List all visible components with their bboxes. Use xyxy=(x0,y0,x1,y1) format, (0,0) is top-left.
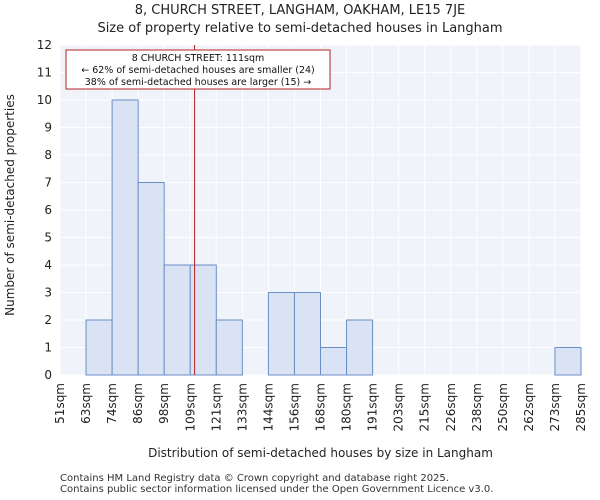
x-tick-label: 121sqm xyxy=(209,383,223,431)
x-axis-label: Distribution of semi-detached houses by … xyxy=(148,446,493,460)
x-tick-label: 262sqm xyxy=(522,383,536,431)
x-tick-label: 63sqm xyxy=(79,383,93,424)
y-tick-label: 0 xyxy=(44,368,52,382)
x-tick-label: 98sqm xyxy=(157,383,171,424)
x-tick-label: 238sqm xyxy=(470,383,484,431)
x-tick-label: 51sqm xyxy=(53,383,67,424)
x-tick-label: 250sqm xyxy=(496,383,510,431)
histogram-bar xyxy=(85,319,113,376)
y-tick-label: 5 xyxy=(44,231,52,245)
chart-title: 8, CHURCH STREET, LANGHAM, OAKHAM, LE15 … xyxy=(134,3,466,18)
x-tick-label: 203sqm xyxy=(392,383,406,431)
y-tick-label: 7 xyxy=(44,176,52,190)
y-tick-label: 4 xyxy=(44,258,52,272)
x-tick-label: 285sqm xyxy=(574,383,588,431)
annotation-line-1: 8 CHURCH STREET: 111sqm xyxy=(132,53,265,64)
y-tick-label: 11 xyxy=(37,66,52,80)
histogram-bar xyxy=(215,319,243,376)
x-tick-label: 133sqm xyxy=(235,383,249,431)
y-tick-label: 10 xyxy=(37,93,52,107)
annotation-box xyxy=(65,49,331,90)
x-tick-label: 226sqm xyxy=(444,383,458,431)
x-tick-label: 215sqm xyxy=(418,383,432,431)
x-tick-label: 191sqm xyxy=(366,383,380,431)
y-tick-label: 8 xyxy=(44,148,52,162)
x-tick-label: 74sqm xyxy=(105,383,119,424)
annotation-line-2: ← 62% of semi-detached houses are smalle… xyxy=(81,65,315,76)
x-tick-label: 156sqm xyxy=(287,383,301,431)
y-tick-label: 3 xyxy=(44,286,52,300)
y-tick-label: 12 xyxy=(37,38,52,52)
histogram-bar xyxy=(163,264,191,376)
histogram-bar xyxy=(111,99,139,376)
x-tick-label: 109sqm xyxy=(183,383,197,431)
histogram-bar xyxy=(293,292,322,376)
histogram-bar xyxy=(346,319,374,376)
footer-copyright: Contains HM Land Registry data © Crown c… xyxy=(60,473,449,484)
y-tick-label: 2 xyxy=(44,313,52,327)
histogram-bar xyxy=(320,347,348,376)
y-tick-label: 1 xyxy=(44,341,52,355)
histogram-bar xyxy=(137,182,165,376)
y-axis-label: Number of semi-detached properties xyxy=(3,94,17,316)
histogram-bar xyxy=(554,347,582,376)
histogram-bar xyxy=(267,292,295,376)
annotation-line-3: 38% of semi-detached houses are larger (… xyxy=(85,77,312,88)
footer-licence: Contains public sector information licen… xyxy=(60,484,494,495)
chart-subtitle: Size of property relative to semi-detach… xyxy=(97,21,503,36)
x-tick-label: 86sqm xyxy=(131,383,145,424)
x-tick-label: 144sqm xyxy=(261,383,275,431)
x-tick-label: 168sqm xyxy=(314,383,328,431)
y-tick-label: 6 xyxy=(44,203,52,217)
x-tick-label: 273sqm xyxy=(548,383,562,431)
histogram-chart: 8 CHURCH STREET: 111sqm← 62% of semi-det… xyxy=(3,38,588,460)
x-tick-label: 180sqm xyxy=(340,383,354,431)
y-tick-label: 9 xyxy=(44,121,52,135)
